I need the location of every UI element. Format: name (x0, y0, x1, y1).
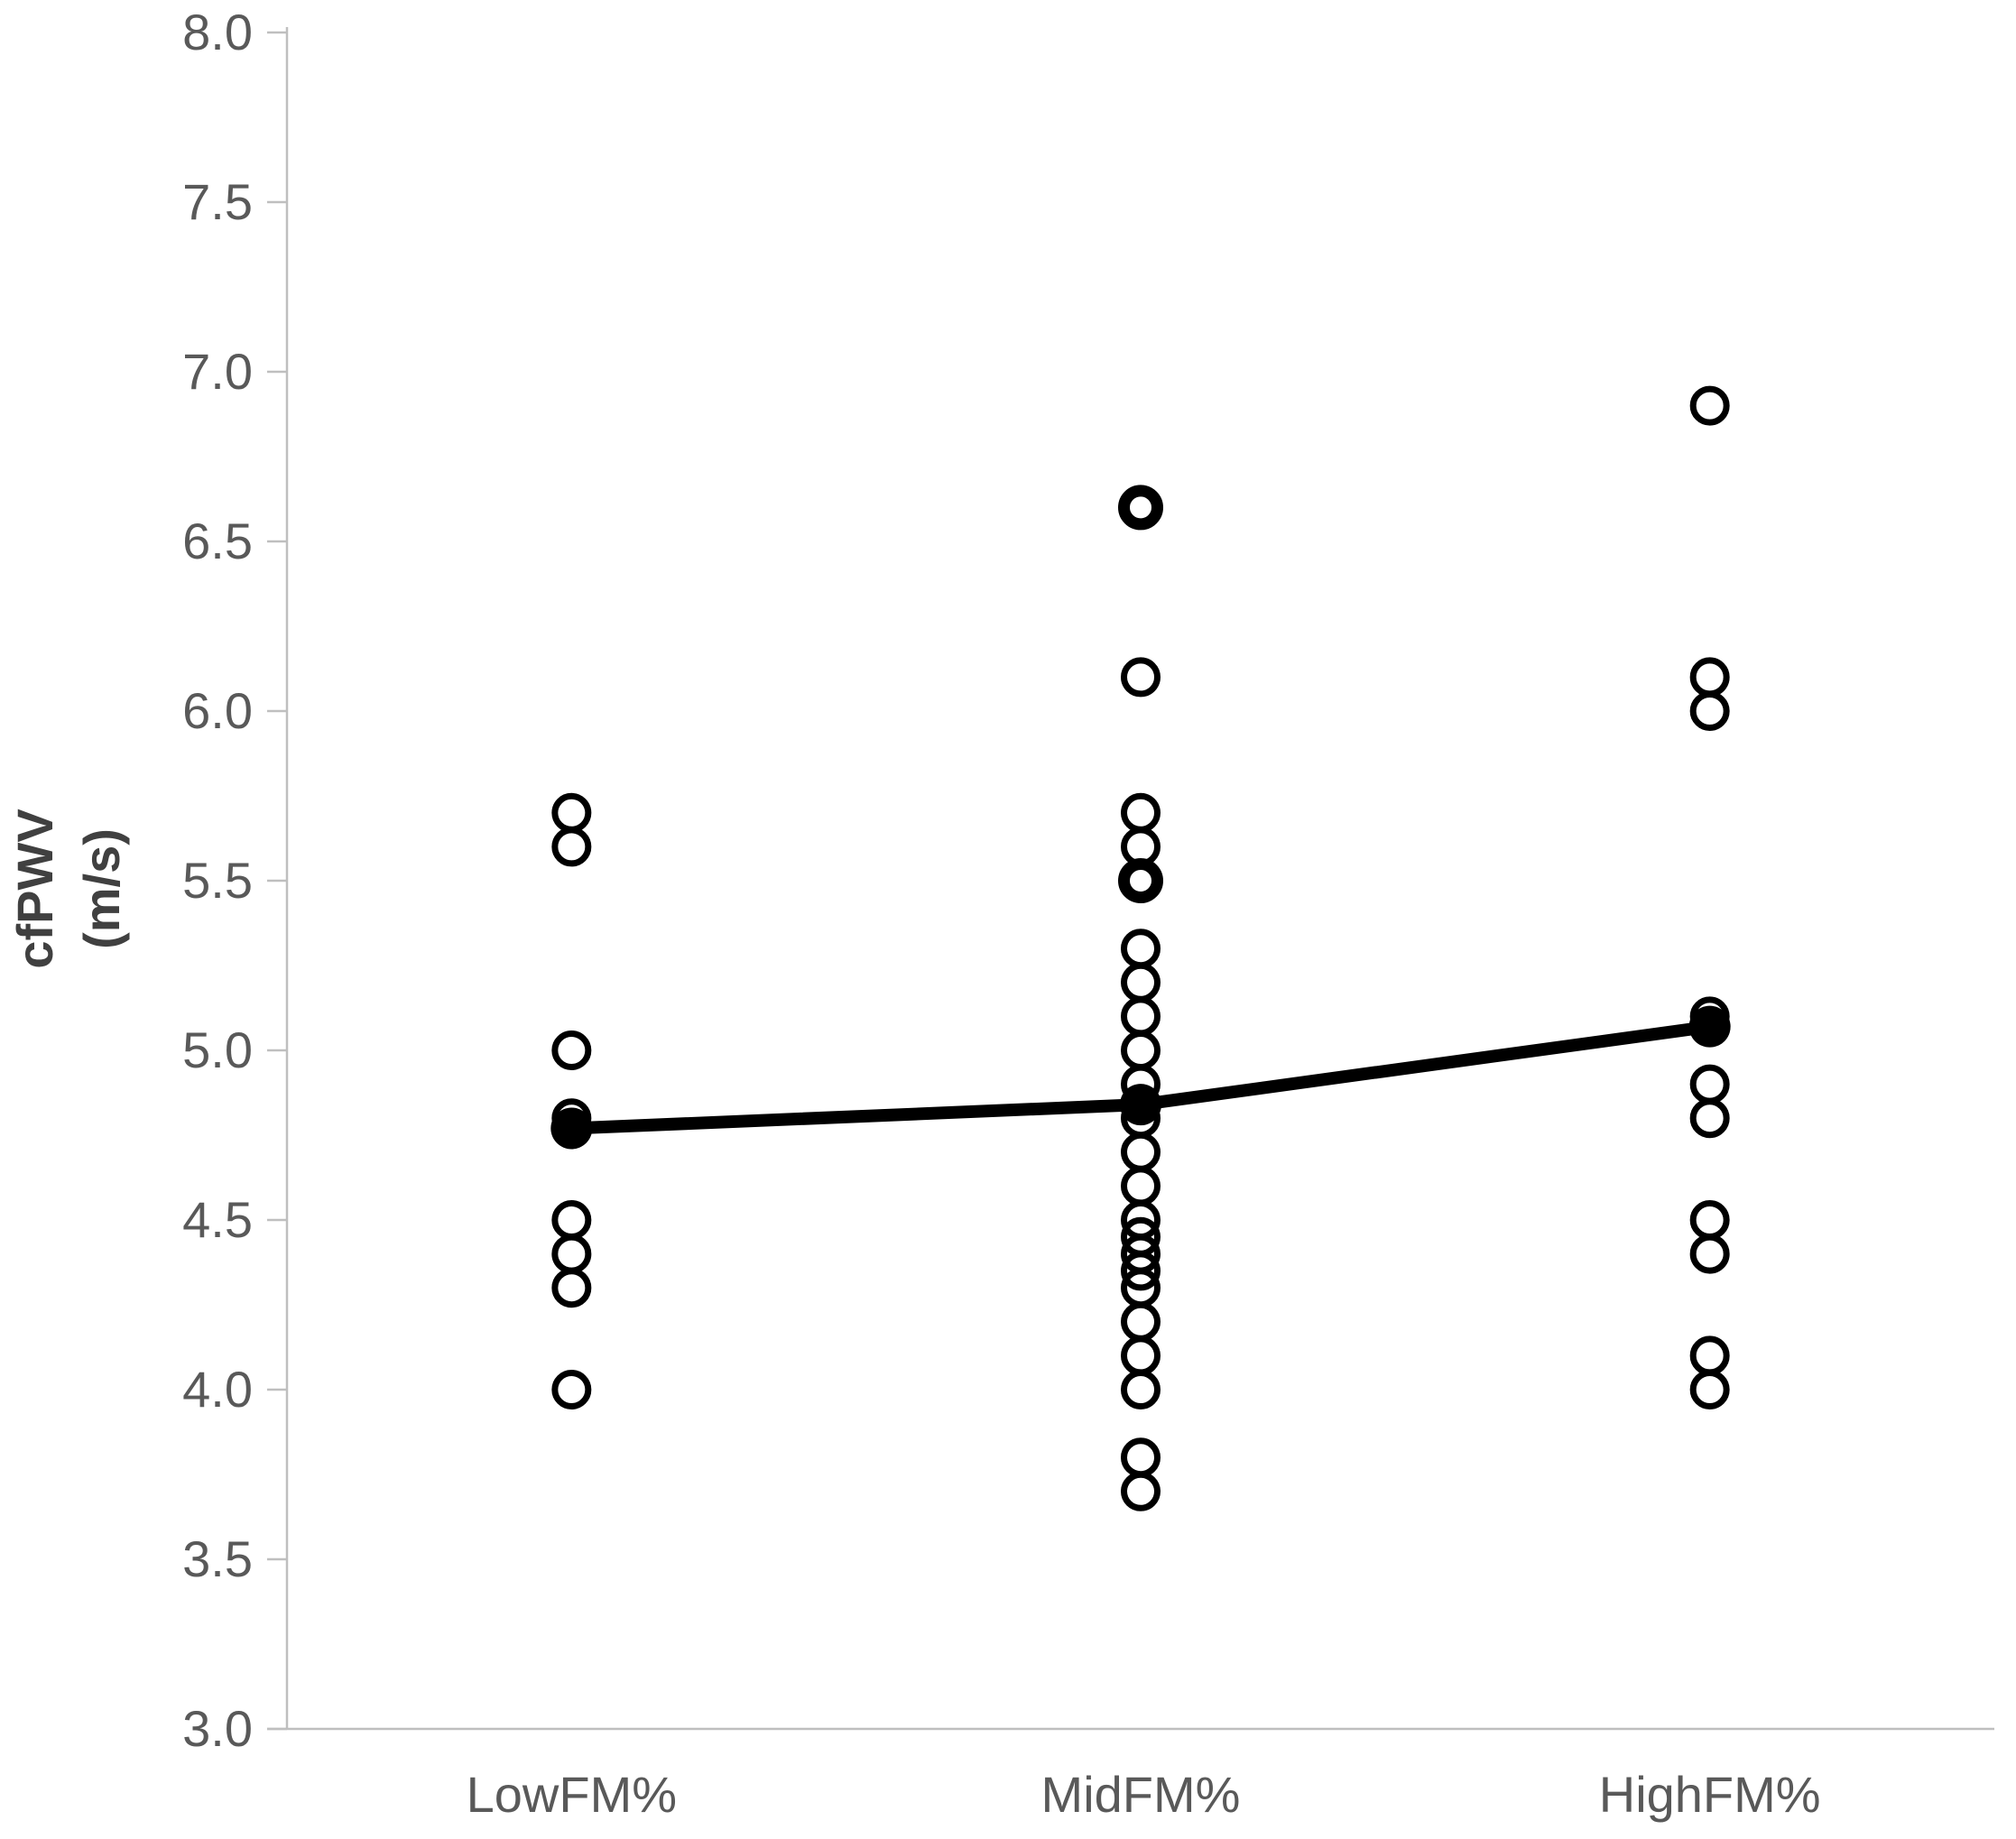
data-point-open-circle (551, 1200, 592, 1240)
y-tick-label: 4.0 (182, 1361, 253, 1418)
data-point-open-circle (1121, 1251, 1161, 1291)
data-point-open-circle (1689, 385, 1730, 426)
data-point-open-circle (1121, 1030, 1161, 1070)
y-axis-title-line: cfPWV (6, 809, 63, 968)
data-point-open-circle (1689, 691, 1730, 731)
data-point-open-circle (551, 1268, 592, 1308)
data-point-open-circle (1121, 929, 1161, 969)
data-point-open-circle (1121, 657, 1161, 698)
mean-data-point (1688, 1005, 1731, 1048)
data-point-open-circle (1689, 1200, 1730, 1240)
data-point-open-circle (1121, 1132, 1161, 1172)
data-point-open-circle (1121, 962, 1161, 1003)
data-point-open-circle (1689, 1335, 1730, 1376)
data-point-open-circle (551, 1030, 592, 1070)
y-tick-label: 5.5 (182, 852, 253, 909)
x-category-label: HighFM% (1599, 1766, 1821, 1823)
data-point-open-circle (1689, 1098, 1730, 1139)
y-tick-label: 5.0 (182, 1021, 253, 1078)
y-tick-label: 3.0 (182, 1700, 253, 1757)
data-point-open-circle (1121, 1301, 1161, 1342)
y-tick-label: 8.0 (182, 4, 253, 60)
y-tick-label: 6.0 (182, 682, 253, 739)
data-point-open-circle (551, 1234, 592, 1274)
y-axis-title-line: (m/s) (73, 828, 130, 949)
data-point-open-circle (1121, 1370, 1161, 1409)
data-point-open-circle (1689, 1064, 1730, 1104)
data-point-open-circle (1689, 657, 1730, 698)
data-point-open-circle (1121, 996, 1161, 1037)
x-category-label: MidFM% (1041, 1766, 1241, 1823)
data-point-open-circle (1121, 1335, 1161, 1376)
y-tick-label: 7.0 (182, 343, 253, 400)
y-tick-label: 6.5 (182, 513, 253, 569)
data-point-open-circle (551, 792, 592, 833)
data-point-open-circle (1118, 485, 1163, 531)
y-tick-label: 3.5 (182, 1530, 253, 1587)
mean-data-point (1120, 1084, 1161, 1126)
data-point-open-circle (1689, 1370, 1730, 1409)
data-point-open-circle (1121, 792, 1161, 833)
data-point-open-circle (1121, 1437, 1161, 1478)
data-point-open-circle (1121, 1471, 1161, 1511)
data-point-open-circle (551, 1370, 592, 1409)
data-point-open-circle (551, 827, 592, 867)
y-tick-label: 4.5 (182, 1191, 253, 1248)
data-point-open-circle (1118, 858, 1163, 903)
data-point-open-circle (1121, 1166, 1161, 1206)
x-category-label: LowFM% (467, 1766, 677, 1823)
data-point-open-circle (1689, 1234, 1730, 1274)
mean-data-point (550, 1107, 593, 1150)
y-tick-label: 7.5 (182, 173, 253, 230)
